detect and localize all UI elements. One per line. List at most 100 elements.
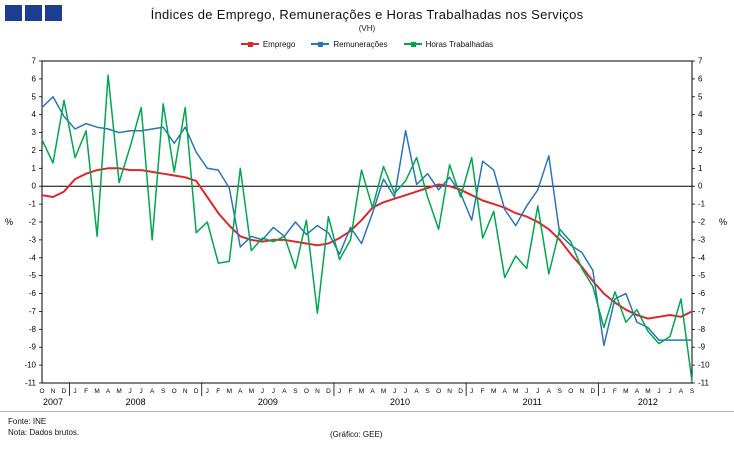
x-month-label: A xyxy=(150,388,155,395)
y-tick-label-right: 2 xyxy=(698,146,703,155)
series-line-emprego xyxy=(41,167,693,320)
y-tick-label-left: 1 xyxy=(32,164,37,173)
x-month-label: F xyxy=(348,388,352,395)
x-month-label: S xyxy=(293,388,298,395)
x-month-label: N xyxy=(51,388,56,395)
plot-frame xyxy=(41,60,693,384)
legend-marker-horas-trabalhadas xyxy=(403,41,422,47)
chart-plot: 7 7 6 6 5 5 4 4 3 3 2 2 1 1 0 0 -1 -1 -2 -2 -3 -3 -4 -4 -5 -5 -6 -6… xyxy=(5,57,727,408)
chart-footer: Fonte: INE Nota: Dados brutos. (Gráfico:… xyxy=(0,411,734,451)
x-month-label: J xyxy=(261,388,264,395)
x-month-label: N xyxy=(447,388,452,395)
legend-label-horas-trabalhadas: Horas Trabalhadas xyxy=(425,39,494,49)
y-tick-label-right: 1 xyxy=(698,164,703,173)
x-month-label: A xyxy=(414,388,419,395)
chart-subtitle: (VH) xyxy=(358,24,376,33)
x-month-label: M xyxy=(513,388,518,395)
y-tick-label-right: -9 xyxy=(698,343,706,352)
x-month-label: J xyxy=(129,388,132,395)
x-month-label: A xyxy=(282,388,287,395)
y-tick-label-right: 7 xyxy=(698,57,703,66)
x-month-label: J xyxy=(140,388,143,395)
x-month-label: D xyxy=(326,388,331,395)
x-month-label: A xyxy=(503,388,508,395)
series-line-remuneracoes xyxy=(41,96,693,347)
logo-square xyxy=(5,5,22,21)
y-tick-label-right: 0 xyxy=(698,182,703,191)
x-month-label: N xyxy=(315,388,320,395)
y-tick-label-left: -6 xyxy=(29,289,37,298)
x-month-label: J xyxy=(272,388,275,395)
legend-marker-remuneracoes xyxy=(311,41,330,47)
x-month-label: M xyxy=(94,388,99,395)
x-month-label: A xyxy=(635,388,640,395)
y-tick-label-left: -5 xyxy=(29,271,37,280)
gee-logo xyxy=(5,5,62,21)
x-month-label: S xyxy=(558,388,563,395)
x-month-label: M xyxy=(227,388,232,395)
legend-item-remuneracoes: Remunerações xyxy=(311,40,388,49)
x-month-label: O xyxy=(304,388,309,395)
x-month-label: A xyxy=(370,388,375,395)
y-tick-label-left: 6 xyxy=(32,74,37,83)
x-month-label: N xyxy=(183,388,188,395)
x-month-label: A xyxy=(679,388,684,395)
logo-square xyxy=(45,5,62,21)
percent-label-right: % xyxy=(719,217,727,227)
footer-notes: Fonte: INE Nota: Dados brutos. xyxy=(8,416,726,438)
x-month-label: J xyxy=(602,388,605,395)
y-tick-label-right: -10 xyxy=(698,361,710,370)
x-month-label: A xyxy=(106,388,111,395)
x-month-label: M xyxy=(249,388,254,395)
legend-marker-square-horas-trabalhadas xyxy=(410,41,416,47)
y-tick-label-right: 4 xyxy=(698,110,703,119)
x-month-label: F xyxy=(481,388,485,395)
legend-item-horas-trabalhadas: Horas Trabalhadas xyxy=(403,39,494,49)
x-month-label: S xyxy=(161,388,166,395)
x-year-label: 2010 xyxy=(390,397,410,407)
y-tick-label-left: -3 xyxy=(29,235,37,244)
y-tick-label-left: 0 xyxy=(32,182,37,191)
x-month-label: M xyxy=(645,388,650,395)
x-month-label: O xyxy=(172,388,177,395)
y-tick-label-left: 4 xyxy=(32,110,37,119)
x-month-label: M xyxy=(491,388,496,395)
y-tick-label-right: -7 xyxy=(698,307,706,316)
y-tick-label-right: -6 xyxy=(698,289,706,298)
x-year-label: 2011 xyxy=(523,397,542,407)
x-year-label: 2012 xyxy=(638,397,658,407)
x-month-label: O xyxy=(39,388,44,395)
x-month-label: D xyxy=(590,388,595,395)
y-tick-label-right: -2 xyxy=(698,218,706,227)
x-month-label: S xyxy=(425,388,430,395)
chart-legend: Emprego Remunerações Horas Trabalhadas xyxy=(0,37,734,51)
credit-note: (Gráfico: GEE) xyxy=(330,430,383,439)
y-tick-label-right: 6 xyxy=(698,74,703,83)
x-year-label: 2008 xyxy=(126,397,146,407)
y-tick-label-right: -5 xyxy=(698,271,706,280)
y-tick-label-left: -8 xyxy=(29,325,37,334)
x-month-label: J xyxy=(338,388,341,395)
y-tick-label-left: -9 xyxy=(29,343,37,352)
y-tick-label-right: -11 xyxy=(698,379,710,388)
x-month-label: D xyxy=(458,388,463,395)
x-month-label: J xyxy=(525,388,528,395)
data-note: Nota: Dados brutos. xyxy=(8,428,80,437)
y-tick-label-right: 3 xyxy=(698,128,703,137)
x-month-label: A xyxy=(238,388,243,395)
legend-marker-square-remuneracoes xyxy=(318,41,324,47)
series-line-horas-trabalhadas xyxy=(41,74,693,382)
y-tick-label-left: -7 xyxy=(29,307,37,316)
x-month-label: J xyxy=(536,388,539,395)
y-tick-label-right: 5 xyxy=(698,92,703,101)
x-year-label: 2009 xyxy=(258,397,278,407)
x-month-label: M xyxy=(623,388,628,395)
y-tick-label-right: -4 xyxy=(698,253,706,262)
y-tick-label-left: 2 xyxy=(32,146,37,155)
percent-label-left: % xyxy=(5,217,13,227)
x-month-label: N xyxy=(579,388,584,395)
x-month-label: D xyxy=(194,388,199,395)
x-month-label: J xyxy=(404,388,407,395)
x-month-label: F xyxy=(84,388,88,395)
